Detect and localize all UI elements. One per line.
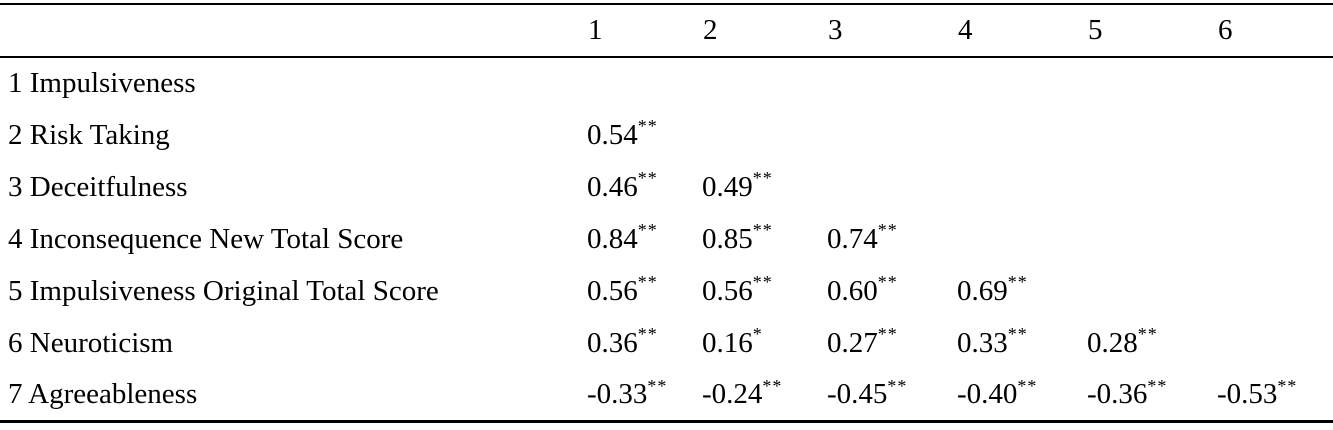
corr-cell	[955, 213, 1085, 265]
corr-cell: 0.27**	[827, 324, 898, 359]
table-row-deceitfulness: 3 Deceitfulness 0.46** 0.49**	[0, 161, 1333, 213]
corr-cell	[1215, 161, 1333, 213]
corr-cell	[1085, 57, 1215, 109]
corr-cell	[955, 57, 1085, 109]
significance-marker: **	[1137, 324, 1158, 345]
column-header-6: 6	[1215, 4, 1333, 58]
corr-cell: 0.60**	[827, 272, 898, 307]
significance-marker: **	[637, 220, 658, 241]
table-row-impulsiveness-original-total: 5 Impulsiveness Original Total Score 0.5…	[0, 265, 1333, 317]
corr-cell: 0.49**	[702, 168, 773, 203]
corr-cell	[700, 109, 825, 161]
correlation-table: 1 2 3 4 5 6 1 Impulsiveness 2 Risk Takin…	[0, 3, 1333, 423]
corr-cell: 0.74**	[827, 220, 898, 255]
table-row-inconsequence-new-total: 4 Inconsequence New Total Score 0.84** 0…	[0, 213, 1333, 265]
significance-marker: **	[637, 272, 658, 293]
corner-cell	[0, 4, 585, 58]
corr-cell: -0.53**	[1217, 375, 1298, 410]
corr-cell: 0.84**	[587, 220, 658, 255]
corr-cell: 0.69**	[957, 272, 1028, 307]
table-row-neuroticism: 6 Neuroticism 0.36** 0.16* 0.27** 0.33**…	[0, 317, 1333, 369]
corr-cell	[700, 57, 825, 109]
corr-cell: 0.28**	[1087, 324, 1158, 359]
corr-cell: -0.33**	[587, 375, 668, 410]
significance-marker: **	[752, 220, 773, 241]
row-label: 4 Inconsequence New Total Score	[8, 222, 404, 255]
significance-marker: **	[877, 324, 898, 345]
corr-cell: 0.54**	[587, 116, 658, 151]
significance-marker: **	[752, 168, 773, 189]
column-header-5: 5	[1085, 4, 1215, 58]
row-label: 7 Agreeableness	[8, 377, 198, 410]
corr-cell: -0.40**	[957, 375, 1038, 410]
corr-cell	[1085, 109, 1215, 161]
row-label: 3 Deceitfulness	[8, 170, 188, 203]
significance-marker: **	[637, 324, 658, 345]
corr-cell: 0.46**	[587, 168, 658, 203]
row-label: 1 Impulsiveness	[8, 67, 196, 99]
significance-marker: **	[877, 272, 898, 293]
corr-cell	[1215, 213, 1333, 265]
significance-marker: **	[752, 272, 773, 293]
significance-marker: **	[1147, 375, 1168, 396]
row-label: 6 Neuroticism	[8, 326, 174, 359]
corr-cell	[1085, 213, 1215, 265]
row-label: 5 Impulsiveness Original Total Score	[8, 274, 439, 307]
corr-cell	[825, 109, 955, 161]
significance-marker: **	[637, 116, 658, 137]
significance-marker: **	[1007, 272, 1028, 293]
header-row: 1 2 3 4 5 6	[0, 4, 1333, 58]
significance-marker: **	[877, 220, 898, 241]
significance-marker: **	[647, 375, 668, 396]
corr-cell	[1085, 265, 1215, 317]
corr-cell	[1215, 109, 1333, 161]
corr-cell: -0.36**	[1087, 375, 1168, 410]
corr-cell	[955, 161, 1085, 213]
corr-cell	[955, 109, 1085, 161]
column-header-1: 1	[585, 4, 700, 58]
corr-cell	[585, 57, 700, 109]
table-body: 1 Impulsiveness 2 Risk Taking 0.54** 3 D…	[0, 57, 1333, 421]
corr-cell	[1215, 265, 1333, 317]
corr-cell: -0.45**	[827, 375, 908, 410]
significance-marker: **	[1007, 324, 1028, 345]
significance-marker: **	[762, 375, 783, 396]
corr-cell	[1215, 57, 1333, 109]
corr-cell: -0.24**	[702, 375, 783, 410]
row-label: 2 Risk Taking	[8, 118, 170, 151]
corr-cell	[1215, 317, 1333, 369]
corr-cell: 0.16*	[702, 324, 763, 359]
table-row-agreeableness: 7 Agreeableness -0.33** -0.24** -0.45** …	[0, 369, 1333, 421]
corr-cell	[825, 57, 955, 109]
corr-cell	[1085, 161, 1215, 213]
significance-marker: **	[1017, 375, 1038, 396]
significance-marker: **	[887, 375, 908, 396]
column-header-4: 4	[955, 4, 1085, 58]
table-header: 1 2 3 4 5 6	[0, 4, 1333, 58]
significance-marker: **	[637, 168, 658, 189]
column-header-2: 2	[700, 4, 825, 58]
corr-cell: 0.85**	[702, 220, 773, 255]
corr-cell: 0.56**	[587, 272, 658, 307]
corr-cell: 0.36**	[587, 324, 658, 359]
column-header-3: 3	[825, 4, 955, 58]
table-row-risk-taking: 2 Risk Taking 0.54**	[0, 109, 1333, 161]
significance-marker: **	[1277, 375, 1298, 396]
table-row-impulsiveness: 1 Impulsiveness	[0, 57, 1333, 109]
corr-cell	[825, 161, 955, 213]
significance-marker: *	[752, 324, 763, 345]
corr-cell: 0.56**	[702, 272, 773, 307]
corr-cell: 0.33**	[957, 324, 1028, 359]
